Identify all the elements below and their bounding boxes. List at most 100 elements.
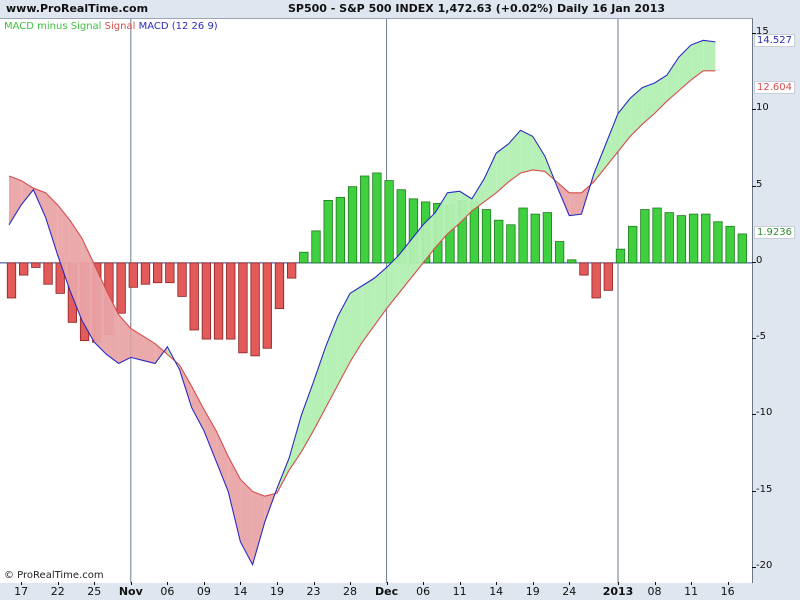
histogram-bar xyxy=(274,262,285,310)
histogram-bar xyxy=(153,262,163,284)
histogram-bar xyxy=(238,262,248,354)
x-tick-label: 17 xyxy=(14,585,29,598)
histogram-bar xyxy=(6,262,17,299)
macd-signal-fill xyxy=(569,192,582,216)
x-tick xyxy=(21,582,23,585)
macd-signal-fill xyxy=(666,57,679,102)
macd-signal-fill xyxy=(471,179,485,212)
histogram-bar xyxy=(189,262,199,331)
macd-signal-fill xyxy=(45,192,58,256)
macd-chart[interactable] xyxy=(0,19,752,583)
macd-signal-fill xyxy=(605,113,618,167)
macd-signal-fill xyxy=(703,40,716,71)
legend: MACD minus Signal Signal MACD (12 26 9) xyxy=(4,21,218,32)
macd-signal-fill xyxy=(398,240,411,294)
histogram-bar xyxy=(725,225,735,264)
x-tick xyxy=(313,582,315,585)
histogram-bar xyxy=(250,262,260,357)
x-tick-label: 16 xyxy=(720,585,735,598)
histogram-bar xyxy=(554,241,565,264)
x-axis: 17 22 25 Nov 06 09 14 19 23 28 Dec 06 11 14 19 24 2013 08… xyxy=(0,582,752,600)
histogram-bar xyxy=(494,219,504,264)
x-tick xyxy=(167,582,169,585)
macd-signal-fill xyxy=(118,314,131,364)
x-tick xyxy=(57,582,59,585)
x-tick-label: Dec xyxy=(375,585,399,598)
histogram-bar xyxy=(652,207,662,264)
x-tick-label: 24 xyxy=(562,585,577,598)
macd-signal-fill xyxy=(301,381,314,452)
x-tick xyxy=(654,582,656,585)
histogram-bar xyxy=(676,215,687,264)
macd-signal-fill xyxy=(289,415,302,471)
y-tick xyxy=(752,338,756,340)
macd-value-badge: 14.527 xyxy=(754,33,795,47)
macd-signal-fill xyxy=(691,40,704,80)
site-name[interactable]: www.ProRealTime.com xyxy=(6,2,149,15)
macd-signal-fill xyxy=(642,83,655,125)
x-tick-label: Nov xyxy=(118,585,143,598)
x-tick-label: 08 xyxy=(647,585,662,598)
histogram-bar xyxy=(335,196,346,264)
x-tick-label: 23 xyxy=(306,585,321,598)
histogram-bar xyxy=(140,262,151,285)
histogram-bar xyxy=(615,248,626,264)
y-tick xyxy=(752,109,756,111)
plot-area[interactable]: MACD minus Signal Signal MACD (12 26 9) … xyxy=(0,18,753,583)
histogram-bar xyxy=(603,262,613,291)
x-tick xyxy=(203,582,205,585)
histogram-bar xyxy=(664,212,674,264)
watermark: © ProRealTime.com xyxy=(4,570,104,581)
macd-signal-fill xyxy=(496,143,509,193)
x-tick xyxy=(94,582,96,585)
histogram-bar xyxy=(177,262,187,297)
x-tick xyxy=(240,582,242,585)
macd-signal-fill xyxy=(228,456,241,542)
x-tick xyxy=(386,582,388,585)
y-tick xyxy=(752,261,756,263)
histogram-bar xyxy=(518,207,528,264)
legend-signal: Signal xyxy=(104,21,136,32)
histogram-bar xyxy=(323,199,333,264)
histogram-bar xyxy=(567,259,577,264)
macd-signal-fill xyxy=(435,192,448,248)
legend-macd: MACD xyxy=(138,21,169,32)
x-tick-label: 06 xyxy=(160,585,175,598)
histogram-bar xyxy=(213,262,224,340)
histogram-bar xyxy=(347,186,358,264)
histogram-bar xyxy=(713,221,723,264)
y-tick xyxy=(752,414,756,416)
histogram-bar xyxy=(299,251,309,264)
x-tick xyxy=(459,582,461,585)
y-tick-label: 0 xyxy=(756,254,763,266)
histogram-bar xyxy=(628,225,638,264)
y-tick xyxy=(752,185,756,187)
macd-signal-fill xyxy=(520,130,533,173)
y-tick-label: -5 xyxy=(756,331,766,343)
histogram-bar xyxy=(384,180,394,264)
histogram-bar xyxy=(31,262,41,268)
histogram-bar xyxy=(688,213,699,264)
histogram-bar xyxy=(591,262,601,299)
macd-signal-fill xyxy=(216,430,229,492)
histogram-bar xyxy=(360,175,370,264)
x-tick-label: 06 xyxy=(416,585,431,598)
histogram-bar xyxy=(201,262,212,340)
macd-signal-fill xyxy=(410,224,424,279)
macd-signal-fill xyxy=(459,191,472,224)
signal-line xyxy=(8,70,716,497)
macd-signal-fill xyxy=(9,176,22,225)
macd-signal-fill xyxy=(142,336,156,364)
legend-macd-minus-signal: MACD minus Signal xyxy=(4,21,102,32)
x-tick xyxy=(691,582,693,585)
y-tick xyxy=(752,490,756,492)
histogram-bar xyxy=(530,213,540,264)
macd-signal-fill xyxy=(57,204,70,291)
x-tick xyxy=(618,582,619,585)
x-tick xyxy=(423,582,425,585)
x-tick-label: 25 xyxy=(87,585,102,598)
histogram-bar xyxy=(116,262,126,314)
histogram-bar xyxy=(43,262,53,285)
x-tick-label: 09 xyxy=(196,585,211,598)
